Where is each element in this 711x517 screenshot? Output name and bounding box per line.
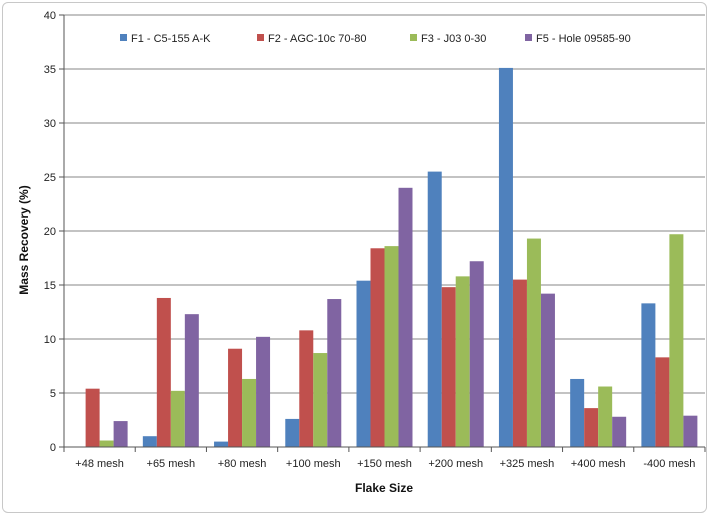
legend-label-3: F3 - J03 0-30	[421, 33, 486, 45]
legend-label-4: F5 - Hole 09585-90	[536, 33, 631, 45]
y-tick-label: 10	[44, 334, 56, 346]
x-tick-label: -400 mesh	[643, 458, 695, 470]
bar-3-2	[170, 390, 185, 447]
bar-2-1	[85, 388, 100, 447]
x-tick-label: +400 mesh	[571, 458, 626, 470]
y-tick-label: 20	[44, 226, 56, 238]
bar-2-6	[441, 287, 456, 447]
x-tick-label: +325 mesh	[500, 458, 555, 470]
bar-1-3	[214, 441, 229, 447]
bar-2-9	[655, 357, 670, 447]
bar-4-7	[540, 293, 555, 447]
bar-2-7	[512, 279, 527, 447]
bar-4-2	[184, 314, 199, 447]
legend-swatch-1	[120, 34, 127, 41]
y-tick-label: 35	[44, 64, 56, 76]
bar-1-8	[570, 378, 585, 447]
x-tick-label: +200 mesh	[428, 458, 483, 470]
x-axis-title: Flake Size	[355, 481, 413, 495]
x-tick-label: +80 mesh	[218, 458, 267, 470]
bar-2-8	[584, 408, 599, 447]
bar-3-4	[313, 353, 328, 447]
bar-2-5	[370, 248, 385, 447]
bar-3-9	[669, 234, 684, 447]
x-tick-label: +100 mesh	[286, 458, 341, 470]
bar-1-9	[641, 303, 656, 447]
y-tick-label: 5	[50, 388, 56, 400]
bar-3-6	[455, 276, 470, 447]
y-tick-label: 25	[44, 172, 56, 184]
bar-4-9	[683, 415, 698, 447]
bar-2-3	[228, 348, 243, 447]
bar-1-6	[427, 171, 442, 447]
y-tick-label: 15	[44, 280, 56, 292]
bar-3-7	[526, 238, 541, 447]
bar-4-6	[469, 261, 484, 447]
bar-4-4	[327, 299, 342, 447]
bar-3-8	[598, 386, 613, 447]
y-tick-label: 30	[44, 118, 56, 130]
axes: 0 5 10 15 20 25 30 35 40 +48 mesh +65 mesh +80 mesh…	[44, 10, 706, 470]
bar-1-7	[498, 67, 513, 448]
legend-swatch-4	[525, 34, 532, 41]
bar-1-4	[285, 418, 300, 447]
y-tick-label: 0	[50, 442, 56, 454]
bar-3-3	[242, 378, 257, 447]
legend-label-2: F2 - AGC-10c 70-80	[268, 33, 366, 45]
bar-1-5	[356, 280, 371, 447]
y-axis-title: Mass Recovery (%)	[17, 185, 31, 294]
bar-2-4	[299, 330, 314, 447]
bar-4-3	[256, 336, 271, 447]
legend-swatch-3	[410, 34, 417, 41]
bars	[85, 67, 698, 448]
bar-2-2	[156, 297, 171, 447]
bar-3-5	[384, 246, 399, 447]
y-tick-label: 40	[44, 10, 56, 22]
bar-4-5	[398, 187, 413, 448]
x-tick-label: +48 mesh	[75, 458, 124, 470]
x-tick-label: +150 mesh	[357, 458, 412, 470]
bar-4-8	[612, 416, 627, 447]
bar-4-1	[113, 421, 128, 447]
bar-3-1	[99, 440, 114, 447]
legend-swatch-2	[257, 34, 264, 41]
x-tick-label: +65 mesh	[147, 458, 196, 470]
legend-label-1: F1 - C5-155 A-K	[131, 33, 211, 45]
bar-1-2	[142, 436, 157, 447]
legend: F1 - C5-155 A-K F2 - AGC-10c 70-80 F3 - J0…	[120, 33, 631, 45]
